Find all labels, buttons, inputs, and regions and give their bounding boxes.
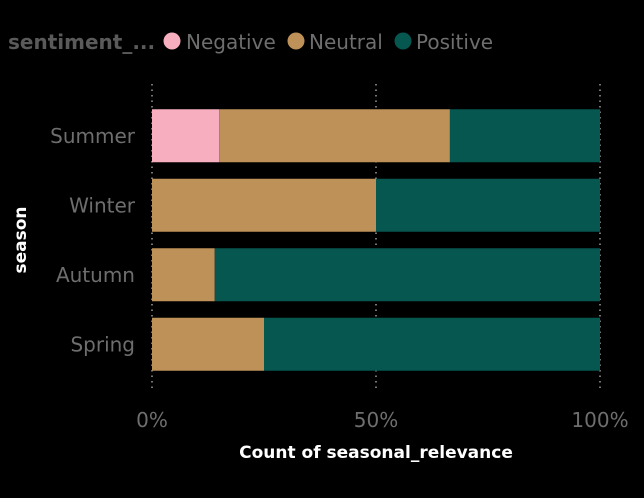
bar-summer-neutral[interactable] [219, 109, 450, 163]
legend-item-negative[interactable]: Negative [163, 30, 276, 54]
bar-winter-positive[interactable] [376, 178, 600, 232]
bar-summer-positive[interactable] [449, 109, 600, 163]
x-axis-title: Count of seasonal_relevance [239, 443, 513, 463]
legend-marker-neutral [287, 32, 305, 50]
y-axis-title: season [11, 206, 31, 273]
legend-label-positive: Positive [416, 30, 493, 54]
bar-autumn-neutral[interactable] [152, 248, 215, 302]
x-tick-label: 100% [571, 408, 628, 432]
legend-title: sentiment_... [8, 30, 155, 54]
bars [152, 109, 600, 371]
bar-autumn-positive[interactable] [214, 248, 600, 302]
y-axis-ticks: Summer Winter Autumn Spring [50, 124, 136, 357]
bar-winter-neutral[interactable] [152, 178, 376, 232]
legend: sentiment_... Negative Neutral Positive [8, 30, 493, 54]
legend-label-negative: Negative [186, 30, 276, 54]
legend-item-positive[interactable]: Positive [394, 30, 494, 54]
x-axis-ticks: 0% 50% 100% [136, 408, 628, 432]
bar-summer-negative[interactable] [152, 109, 220, 163]
legend-marker-positive [394, 32, 412, 50]
bar-spring-positive[interactable] [264, 317, 600, 371]
y-tick-label: Summer [50, 124, 136, 148]
gridlines [151, 84, 601, 392]
legend-marker-negative [163, 32, 181, 50]
y-tick-label: Spring [70, 332, 135, 356]
legend-label-neutral: Neutral [309, 30, 383, 54]
y-tick-label: Autumn [56, 263, 135, 287]
x-tick-label: 0% [136, 408, 168, 432]
y-tick-label: Winter [69, 193, 136, 217]
bar-spring-neutral[interactable] [152, 317, 264, 371]
x-tick-label: 50% [354, 408, 398, 432]
legend-item-neutral[interactable]: Neutral [287, 30, 383, 54]
